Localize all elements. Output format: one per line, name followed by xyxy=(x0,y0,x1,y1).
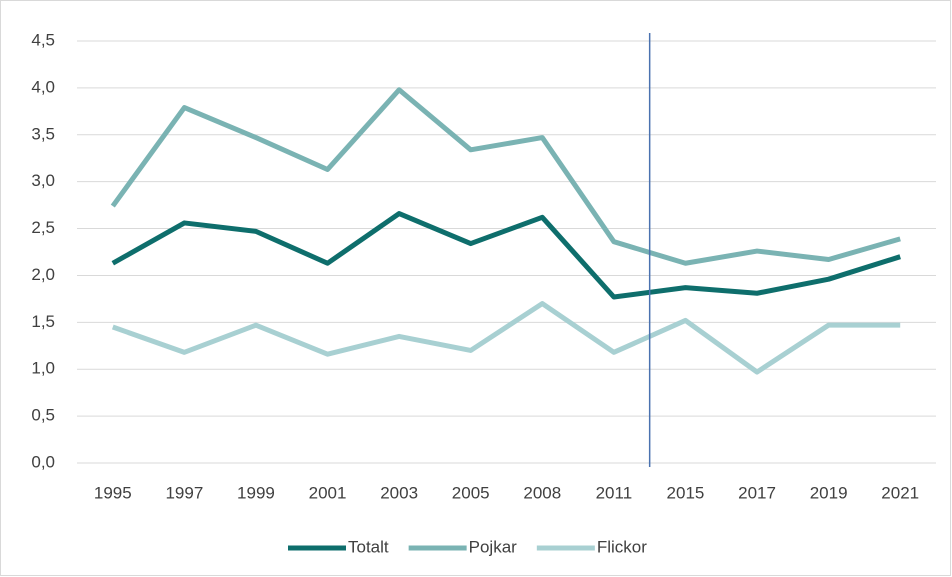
x-tick-label: 2011 xyxy=(596,483,633,502)
y-tick-label: 3,5 xyxy=(31,124,55,143)
x-tick-label: 2021 xyxy=(881,483,919,502)
y-tick-label: 2,5 xyxy=(31,218,55,237)
line-series xyxy=(111,211,901,300)
x-tick-label: 2019 xyxy=(810,483,848,502)
x-tick-label: 1995 xyxy=(94,483,132,502)
x-tick-label: 1997 xyxy=(165,483,203,502)
y-tick-label: 4,0 xyxy=(31,77,55,96)
legend-label: Pojkar xyxy=(469,537,518,556)
line-series xyxy=(111,301,901,375)
legend-label: Totalt xyxy=(348,537,389,556)
x-tick-label: 2008 xyxy=(523,483,561,502)
y-tick-label: 1,0 xyxy=(31,359,55,378)
line-series xyxy=(110,87,901,266)
y-tick-label: 3,0 xyxy=(31,171,55,190)
y-tick-label: 0,5 xyxy=(31,406,55,425)
y-tick-label: 0,0 xyxy=(31,452,55,471)
legend-label: Flickor xyxy=(597,537,647,556)
x-tick-label: 2001 xyxy=(309,483,347,502)
x-tick-label: 2015 xyxy=(667,483,705,502)
x-tick-label: 1999 xyxy=(237,483,275,502)
y-tick-label: 4,5 xyxy=(31,30,55,49)
x-tick-label: 2017 xyxy=(738,483,776,502)
y-tick-label: 2,0 xyxy=(31,265,55,284)
x-tick-label: 2003 xyxy=(380,483,418,502)
x-tick-label: 2005 xyxy=(452,483,490,502)
y-tick-label: 1,5 xyxy=(31,312,55,331)
